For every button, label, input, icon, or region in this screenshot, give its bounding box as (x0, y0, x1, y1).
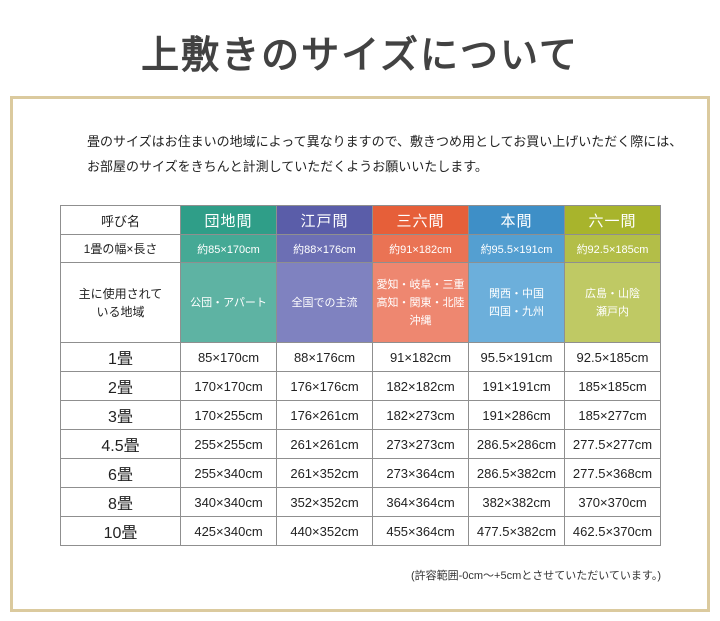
dimension-cell: 182×273cm (372, 400, 469, 430)
row-label: 8畳 (60, 487, 181, 517)
dimension-cell: 286.5×382cm (468, 458, 565, 488)
page-title: 上敷きのサイズについて (141, 35, 579, 77)
row-header-size: 1畳の幅×長さ (60, 234, 181, 263)
size-cell: 約85×170cm (180, 234, 277, 263)
region-cell: 公団・アパート (180, 262, 277, 343)
dimension-cell: 364×364cm (372, 487, 469, 517)
region-cell: 全国での主流 (276, 262, 373, 343)
dimension-cell: 176×176cm (276, 371, 373, 401)
header-row: 呼び名 団地間 江戸間 三六間 本間 六一間 (60, 205, 661, 235)
row-label: 10畳 (60, 516, 181, 546)
dimension-cell: 477.5×382cm (468, 516, 565, 546)
dimension-cell: 277.5×368cm (564, 458, 661, 488)
dimension-cell: 273×273cm (372, 429, 469, 459)
size-data-row: 10畳 425×340cm 440×352cm 455×364cm 477.5×… (60, 516, 661, 546)
corner-header: 呼び名 (60, 205, 181, 235)
dimension-cell: 182×182cm (372, 371, 469, 401)
footnote: (許容範囲-0cm～+5cmとさせていただいています。) (410, 570, 661, 582)
row-label: 6畳 (60, 458, 181, 488)
dimension-cell: 185×277cm (564, 400, 661, 430)
row-label: 4.5畳 (60, 429, 181, 459)
intro-text: 畳のサイズはお住まいの地域によって異なりますので、敷きつめ用としてお買い上げいた… (87, 134, 683, 174)
row-label: 2畳 (60, 371, 181, 401)
region-cell: 愛知・岐阜・三重 高知・関東・北陸 沖縄 (372, 262, 469, 343)
size-data-row: 1畳 85×170cm 88×176cm 91×182cm 95.5×191cm… (60, 342, 661, 372)
dimension-cell: 273×364cm (372, 458, 469, 488)
size-cell: 約92.5×185cm (564, 234, 661, 263)
dimension-cell: 85×170cm (180, 342, 277, 372)
dimension-cell: 170×255cm (180, 400, 277, 430)
dimension-cell: 176×261cm (276, 400, 373, 430)
row-label: 3畳 (60, 400, 181, 430)
dimension-cell: 440×352cm (276, 516, 373, 546)
dimension-cell: 191×191cm (468, 371, 565, 401)
dimension-cell: 286.5×286cm (468, 429, 565, 459)
column-header-sanrokuma: 三六間 (372, 205, 469, 235)
dimension-cell: 92.5×185cm (564, 342, 661, 372)
row-header-region: 主に使用されて いる地域 (60, 262, 181, 343)
tatami-width-row: 1畳の幅×長さ 約85×170cm 約88×176cm 約91×182cm 約9… (60, 234, 661, 263)
dimension-cell: 170×170cm (180, 371, 277, 401)
row-label: 1畳 (60, 342, 181, 372)
dimension-cell: 382×382cm (468, 487, 565, 517)
size-data-row: 6畳 255×340cm 261×352cm 273×364cm 286.5×3… (60, 458, 661, 488)
dimension-cell: 185×185cm (564, 371, 661, 401)
content-frame: 畳のサイズはお住まいの地域によって異なりますので、敷きつめ用としてお買い上げいた… (10, 96, 710, 612)
size-cell: 約88×176cm (276, 234, 373, 263)
size-cell: 約91×182cm (372, 234, 469, 263)
column-header-edoma: 江戸間 (276, 205, 373, 235)
size-cell: 約95.5×191cm (468, 234, 565, 263)
dimension-cell: 352×352cm (276, 487, 373, 517)
size-data-row: 2畳 170×170cm 176×176cm 182×182cm 191×191… (60, 371, 661, 401)
region-row: 主に使用されて いる地域 公団・アパート 全国での主流 愛知・岐阜・三重 高知・… (60, 262, 661, 343)
dimension-cell: 340×340cm (180, 487, 277, 517)
size-data-row: 3畳 170×255cm 176×261cm 182×273cm 191×286… (60, 400, 661, 430)
size-data-row: 8畳 340×340cm 352×352cm 364×364cm 382×382… (60, 487, 661, 517)
dimension-cell: 255×255cm (180, 429, 277, 459)
column-header-danchima: 団地間 (180, 205, 277, 235)
dimension-cell: 425×340cm (180, 516, 277, 546)
region-cell: 広島・山陰 瀬戸内 (564, 262, 661, 343)
dimension-cell: 261×261cm (276, 429, 373, 459)
dimension-cell: 462.5×370cm (564, 516, 661, 546)
dimension-cell: 370×370cm (564, 487, 661, 517)
dimension-cell: 91×182cm (372, 342, 469, 372)
dimension-cell: 277.5×277cm (564, 429, 661, 459)
column-header-honma: 本間 (468, 205, 565, 235)
dimension-cell: 255×340cm (180, 458, 277, 488)
size-data-row: 4.5畳 255×255cm 261×261cm 273×273cm 286.5… (60, 429, 661, 459)
dimension-cell: 455×364cm (372, 516, 469, 546)
dimension-cell: 261×352cm (276, 458, 373, 488)
column-header-rokuichima: 六一間 (564, 205, 661, 235)
dimension-cell: 88×176cm (276, 342, 373, 372)
region-cell: 関西・中国 四国・九州 (468, 262, 565, 343)
dimension-cell: 191×286cm (468, 400, 565, 430)
tatami-size-table: 呼び名 団地間 江戸間 三六間 本間 六一間 1畳の幅×長さ 約85×170cm… (60, 205, 661, 546)
dimension-cell: 95.5×191cm (468, 342, 565, 372)
